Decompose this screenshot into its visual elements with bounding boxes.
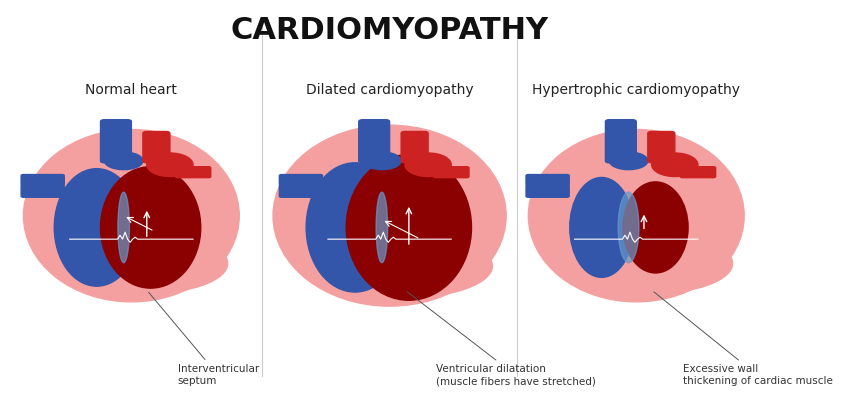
Ellipse shape <box>570 233 733 294</box>
FancyBboxPatch shape <box>434 167 469 178</box>
Ellipse shape <box>65 233 228 294</box>
Ellipse shape <box>147 153 193 176</box>
Ellipse shape <box>609 152 648 170</box>
Ellipse shape <box>623 182 688 273</box>
FancyBboxPatch shape <box>605 120 637 163</box>
FancyBboxPatch shape <box>680 167 716 178</box>
FancyBboxPatch shape <box>21 185 65 197</box>
FancyBboxPatch shape <box>143 132 170 163</box>
FancyBboxPatch shape <box>21 174 65 186</box>
Ellipse shape <box>54 169 139 286</box>
Text: Normal heart: Normal heart <box>85 83 178 97</box>
Ellipse shape <box>570 178 633 277</box>
Ellipse shape <box>118 192 129 263</box>
Text: Hypertrophic cardiomyopathy: Hypertrophic cardiomyopathy <box>532 83 740 97</box>
FancyBboxPatch shape <box>359 120 389 163</box>
Ellipse shape <box>652 153 698 176</box>
Text: CARDIOMYOPATHY: CARDIOMYOPATHY <box>230 16 548 45</box>
Ellipse shape <box>105 152 143 170</box>
Ellipse shape <box>618 192 639 263</box>
Ellipse shape <box>376 192 388 263</box>
FancyBboxPatch shape <box>401 132 428 163</box>
Ellipse shape <box>405 153 451 176</box>
Text: Ventricular dilatation
(muscle fibers have stretched): Ventricular dilatation (muscle fibers ha… <box>407 292 596 386</box>
FancyBboxPatch shape <box>175 167 211 178</box>
Text: Dilated cardiomyopathy: Dilated cardiomyopathy <box>306 83 473 97</box>
FancyBboxPatch shape <box>280 174 322 186</box>
Ellipse shape <box>346 154 472 300</box>
Ellipse shape <box>318 234 492 298</box>
Ellipse shape <box>306 163 404 292</box>
Ellipse shape <box>24 130 239 302</box>
FancyBboxPatch shape <box>526 174 570 186</box>
Ellipse shape <box>100 167 201 288</box>
FancyBboxPatch shape <box>100 120 132 163</box>
FancyBboxPatch shape <box>526 185 570 197</box>
FancyBboxPatch shape <box>280 185 322 197</box>
Ellipse shape <box>529 130 744 302</box>
FancyBboxPatch shape <box>648 132 675 163</box>
Ellipse shape <box>273 125 506 306</box>
Text: Interventricular
septum: Interventricular septum <box>149 292 259 386</box>
Text: Excessive wall
thickening of cardiac muscle: Excessive wall thickening of cardiac mus… <box>654 292 832 386</box>
Ellipse shape <box>363 152 401 170</box>
